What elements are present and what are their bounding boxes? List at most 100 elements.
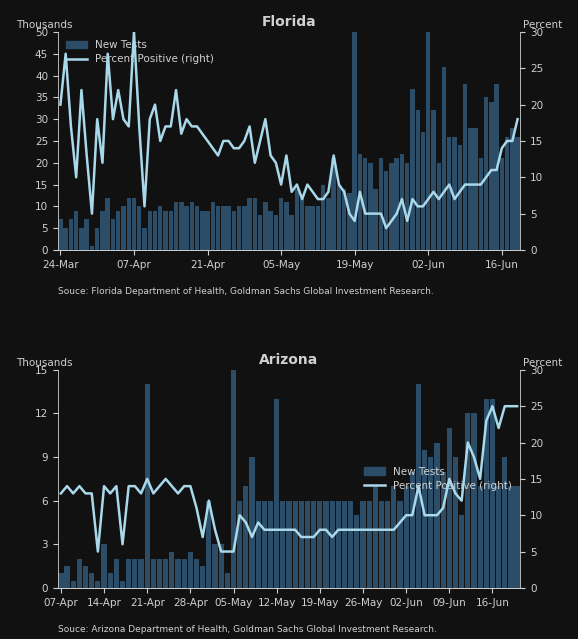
Bar <box>121 206 126 250</box>
Bar <box>426 32 431 250</box>
Bar <box>410 89 415 250</box>
Bar <box>175 559 181 588</box>
Bar <box>505 137 509 250</box>
Bar <box>89 573 94 588</box>
Bar <box>138 559 144 588</box>
Bar <box>428 457 434 588</box>
Bar <box>280 501 286 588</box>
Bar <box>274 399 279 588</box>
Bar <box>310 206 315 250</box>
Bar <box>184 206 189 250</box>
Bar <box>422 450 427 588</box>
Bar <box>473 128 478 250</box>
Bar <box>221 206 225 250</box>
Bar <box>391 486 397 588</box>
Bar <box>255 501 261 588</box>
Bar <box>354 515 360 588</box>
Bar <box>379 158 383 250</box>
Bar <box>468 128 473 250</box>
Bar <box>440 472 446 588</box>
Bar <box>434 443 440 588</box>
Bar <box>225 573 230 588</box>
Bar <box>195 206 199 250</box>
Bar <box>218 544 224 588</box>
Bar <box>516 137 520 250</box>
Bar <box>442 67 446 250</box>
Bar <box>508 486 514 588</box>
Bar <box>247 197 252 250</box>
Bar <box>100 211 105 250</box>
Bar <box>331 158 336 250</box>
Bar <box>179 202 184 250</box>
Bar <box>489 102 494 250</box>
Bar <box>471 413 477 588</box>
Bar <box>216 206 220 250</box>
Bar <box>237 206 242 250</box>
Bar <box>286 501 292 588</box>
Bar <box>459 515 464 588</box>
Bar <box>403 486 409 588</box>
Bar <box>268 211 273 250</box>
Text: Percent: Percent <box>523 20 562 30</box>
Bar <box>347 193 351 250</box>
Bar <box>397 501 403 588</box>
Bar <box>453 137 457 250</box>
Bar <box>231 370 236 588</box>
Bar <box>447 428 452 588</box>
Bar <box>147 211 152 250</box>
Bar <box>120 581 125 588</box>
Bar <box>79 228 84 250</box>
Bar <box>263 202 268 250</box>
Bar <box>421 132 425 250</box>
Bar <box>69 219 73 250</box>
Bar <box>389 163 394 250</box>
Bar <box>158 206 162 250</box>
Bar <box>373 189 378 250</box>
Bar <box>95 228 99 250</box>
Bar <box>290 215 294 250</box>
Bar <box>410 472 415 588</box>
Bar <box>262 501 267 588</box>
Text: Thousands: Thousands <box>16 358 73 367</box>
Bar <box>463 84 467 250</box>
Bar <box>300 197 305 250</box>
Bar <box>181 559 187 588</box>
Bar <box>190 202 194 250</box>
Bar <box>431 111 436 250</box>
Bar <box>453 457 458 588</box>
Bar <box>126 559 131 588</box>
Bar <box>132 197 136 250</box>
Bar <box>142 228 147 250</box>
Bar <box>84 219 89 250</box>
Bar <box>490 399 495 588</box>
Bar <box>111 219 115 250</box>
Bar <box>169 211 173 250</box>
Bar <box>416 111 420 250</box>
Bar <box>83 566 88 588</box>
Text: Souce: Arizona Department of Health, Goldman Sachs Global Investment Research.: Souce: Arizona Department of Health, Gol… <box>58 625 436 634</box>
Bar <box>58 573 64 588</box>
Bar <box>127 197 131 250</box>
Bar <box>105 197 110 250</box>
Bar <box>210 202 215 250</box>
Bar <box>253 197 257 250</box>
Bar <box>384 171 388 250</box>
Bar <box>137 206 142 250</box>
Bar <box>200 211 205 250</box>
Bar <box>477 486 483 588</box>
Bar <box>164 211 168 250</box>
Bar <box>368 163 373 250</box>
Bar <box>305 206 310 250</box>
Bar <box>502 457 507 588</box>
Bar <box>243 486 249 588</box>
Bar <box>494 84 499 250</box>
Bar <box>157 559 162 588</box>
Bar <box>116 211 120 250</box>
Bar <box>58 219 62 250</box>
Bar <box>268 501 273 588</box>
Bar <box>416 385 421 588</box>
Bar <box>132 559 138 588</box>
Bar <box>358 154 362 250</box>
Legend: New Tests, Percent Positive (right): New Tests, Percent Positive (right) <box>63 37 217 68</box>
Bar <box>95 581 101 588</box>
